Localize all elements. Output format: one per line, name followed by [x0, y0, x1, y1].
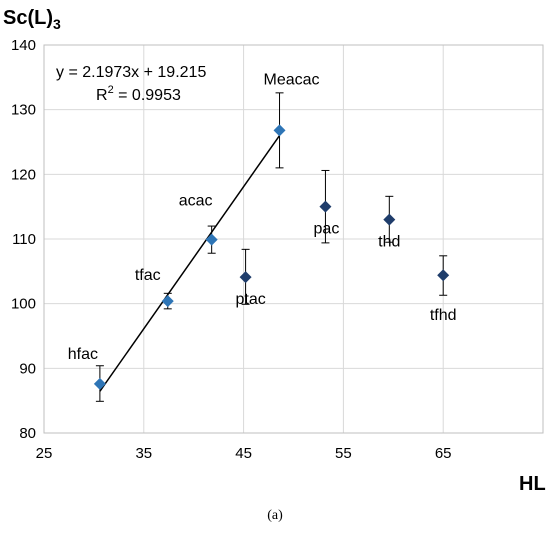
- point-label: ptac: [235, 291, 265, 308]
- data-point-marker: [161, 295, 174, 308]
- y-tick-label: 120: [11, 166, 36, 183]
- data-point-marker: [239, 271, 252, 284]
- x-tick-label: 55: [335, 445, 352, 462]
- x-tick-label: 45: [235, 445, 252, 462]
- y-tick-label: 130: [11, 102, 36, 119]
- data-point-marker: [437, 269, 450, 282]
- trendline-equation: y = 2.1973x + 19.215: [56, 64, 206, 81]
- trendline-group: [99, 135, 281, 392]
- figure-caption: (a): [267, 508, 283, 523]
- point-labels: hfac tfac acac Meacac ptac pac thd tfhd: [68, 71, 457, 362]
- x-axis-title: HL: [519, 473, 546, 495]
- x-tick-label: 65: [435, 445, 452, 462]
- data-point-marker: [205, 233, 218, 246]
- data-markers: [93, 124, 450, 390]
- point-label: pac: [314, 221, 340, 238]
- point-label: thd: [378, 234, 400, 251]
- data-point-marker: [383, 213, 396, 226]
- tick-labels: 80 90 100 110 120 130 140 25 35 45 55 65: [11, 37, 452, 462]
- y-tick-label: 140: [11, 37, 36, 54]
- x-tick-label: 35: [135, 445, 152, 462]
- y-tick-label: 110: [12, 231, 36, 248]
- x-tick-label: 25: [36, 445, 53, 462]
- data-point-marker: [93, 377, 106, 390]
- r-squared-label: R2 = 0.9953: [96, 84, 181, 104]
- point-label: tfac: [135, 267, 161, 284]
- trendline: [99, 135, 281, 392]
- plot-area-frame: [43, 44, 544, 434]
- data-point-marker: [319, 200, 332, 213]
- scatter-chart: 80 90 100 110 120 130 140 25 35 45 55 65 hfac tfac ac…: [3, 7, 546, 495]
- point-label: hfac: [68, 346, 98, 363]
- data-point-marker: [273, 124, 286, 137]
- point-label: Meacac: [264, 71, 320, 88]
- y-tick-label: 100: [11, 296, 36, 313]
- y-tick-label: 80: [19, 425, 36, 442]
- y-tick-label: 90: [19, 360, 36, 377]
- y-axis-title: Sc(L)3: [3, 7, 61, 32]
- point-label: acac: [179, 193, 213, 210]
- point-label: tfhd: [430, 307, 457, 324]
